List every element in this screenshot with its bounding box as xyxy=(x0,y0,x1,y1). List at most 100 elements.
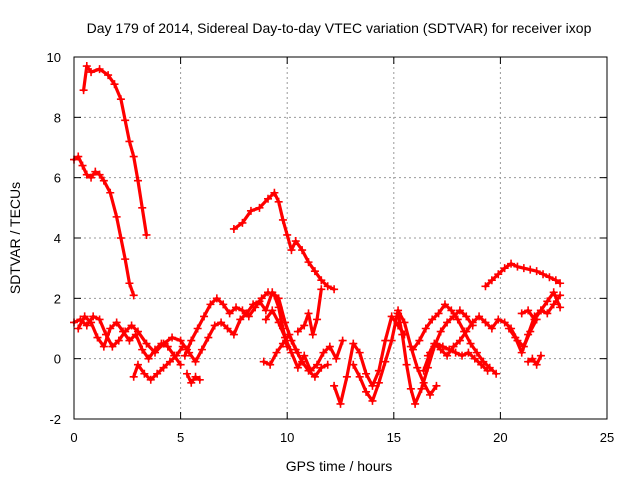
data-point xyxy=(291,345,300,354)
data-point xyxy=(466,339,475,348)
data-point xyxy=(338,336,347,345)
series-line xyxy=(422,341,490,373)
data-point xyxy=(317,285,326,294)
data-point xyxy=(511,333,520,342)
data-point xyxy=(165,357,174,366)
data-point xyxy=(82,321,91,330)
data-point xyxy=(272,348,281,357)
data-point xyxy=(438,342,447,351)
data-point xyxy=(524,357,533,366)
x-tick-label: 25 xyxy=(600,430,614,445)
series-arc-8 xyxy=(180,288,292,360)
series-line xyxy=(526,354,543,367)
series-line xyxy=(187,290,300,364)
data-point xyxy=(432,381,441,390)
data-point xyxy=(453,315,462,324)
series-arc-4 xyxy=(481,259,565,291)
data-point xyxy=(551,276,560,285)
data-point xyxy=(138,203,147,212)
data-point xyxy=(500,264,509,273)
x-tick-label: 15 xyxy=(387,430,401,445)
data-point xyxy=(95,315,104,324)
data-point xyxy=(119,327,128,336)
data-point xyxy=(125,137,134,146)
y-tick-label: 8 xyxy=(54,110,61,125)
data-point xyxy=(308,330,317,339)
data-point xyxy=(417,384,426,393)
data-point xyxy=(142,339,151,348)
data-point xyxy=(255,203,264,212)
data-point xyxy=(87,173,96,182)
data-point xyxy=(455,336,464,345)
data-point xyxy=(526,265,535,274)
data-point xyxy=(131,330,140,339)
data-point xyxy=(451,348,460,357)
data-point xyxy=(242,309,251,318)
data-point xyxy=(368,381,377,390)
data-point xyxy=(219,300,228,309)
y-tick-label: -2 xyxy=(49,412,61,427)
data-point xyxy=(133,360,142,369)
data-point xyxy=(104,71,113,80)
data-point xyxy=(121,255,130,264)
data-point xyxy=(266,360,275,369)
series-line xyxy=(232,191,336,291)
data-point xyxy=(319,348,328,357)
data-point xyxy=(217,318,226,327)
data-point xyxy=(336,399,345,408)
grid xyxy=(74,57,607,419)
data-point xyxy=(291,237,300,246)
data-point xyxy=(494,270,503,279)
data-point xyxy=(419,366,428,375)
data-point xyxy=(298,246,307,255)
data-point xyxy=(232,303,241,312)
data-point xyxy=(426,390,435,399)
data-point xyxy=(193,324,202,333)
data-point xyxy=(168,333,177,342)
data-point xyxy=(545,273,554,282)
data-point xyxy=(464,348,473,357)
y-tick-label: 6 xyxy=(54,171,61,186)
data-point xyxy=(99,342,108,351)
data-point xyxy=(82,170,91,179)
data-point xyxy=(80,312,89,321)
data-point xyxy=(426,348,435,357)
series-line xyxy=(132,345,185,382)
data-point xyxy=(206,300,215,309)
data-point xyxy=(362,387,371,396)
data-point xyxy=(443,351,452,360)
data-point xyxy=(212,294,221,303)
data-point xyxy=(528,354,537,363)
series-arc-11 xyxy=(261,306,347,375)
data-point xyxy=(432,339,441,348)
data-point xyxy=(287,348,296,357)
series-arc-2 xyxy=(70,152,138,300)
data-point xyxy=(342,372,351,381)
data-point xyxy=(387,336,396,345)
data-point xyxy=(187,336,196,345)
data-point xyxy=(178,342,187,351)
series-line xyxy=(411,302,498,376)
data-point xyxy=(238,218,247,227)
data-point xyxy=(89,312,98,321)
data-point xyxy=(159,363,168,372)
data-point xyxy=(210,321,219,330)
data-point xyxy=(287,246,296,255)
data-point xyxy=(140,369,149,378)
data-point xyxy=(300,321,309,330)
data-point xyxy=(355,372,364,381)
plot-frame xyxy=(73,56,608,420)
data-point xyxy=(304,258,313,267)
data-point xyxy=(93,333,102,342)
data-point xyxy=(110,80,119,89)
data-point xyxy=(394,309,403,318)
data-point xyxy=(524,306,533,315)
data-point xyxy=(428,315,437,324)
series-arc-1 xyxy=(79,62,151,239)
series-arc-3 xyxy=(229,188,339,294)
data-point xyxy=(79,86,88,95)
data-point xyxy=(517,348,526,357)
data-point xyxy=(475,312,484,321)
data-point xyxy=(125,279,134,288)
data-point xyxy=(472,348,481,357)
